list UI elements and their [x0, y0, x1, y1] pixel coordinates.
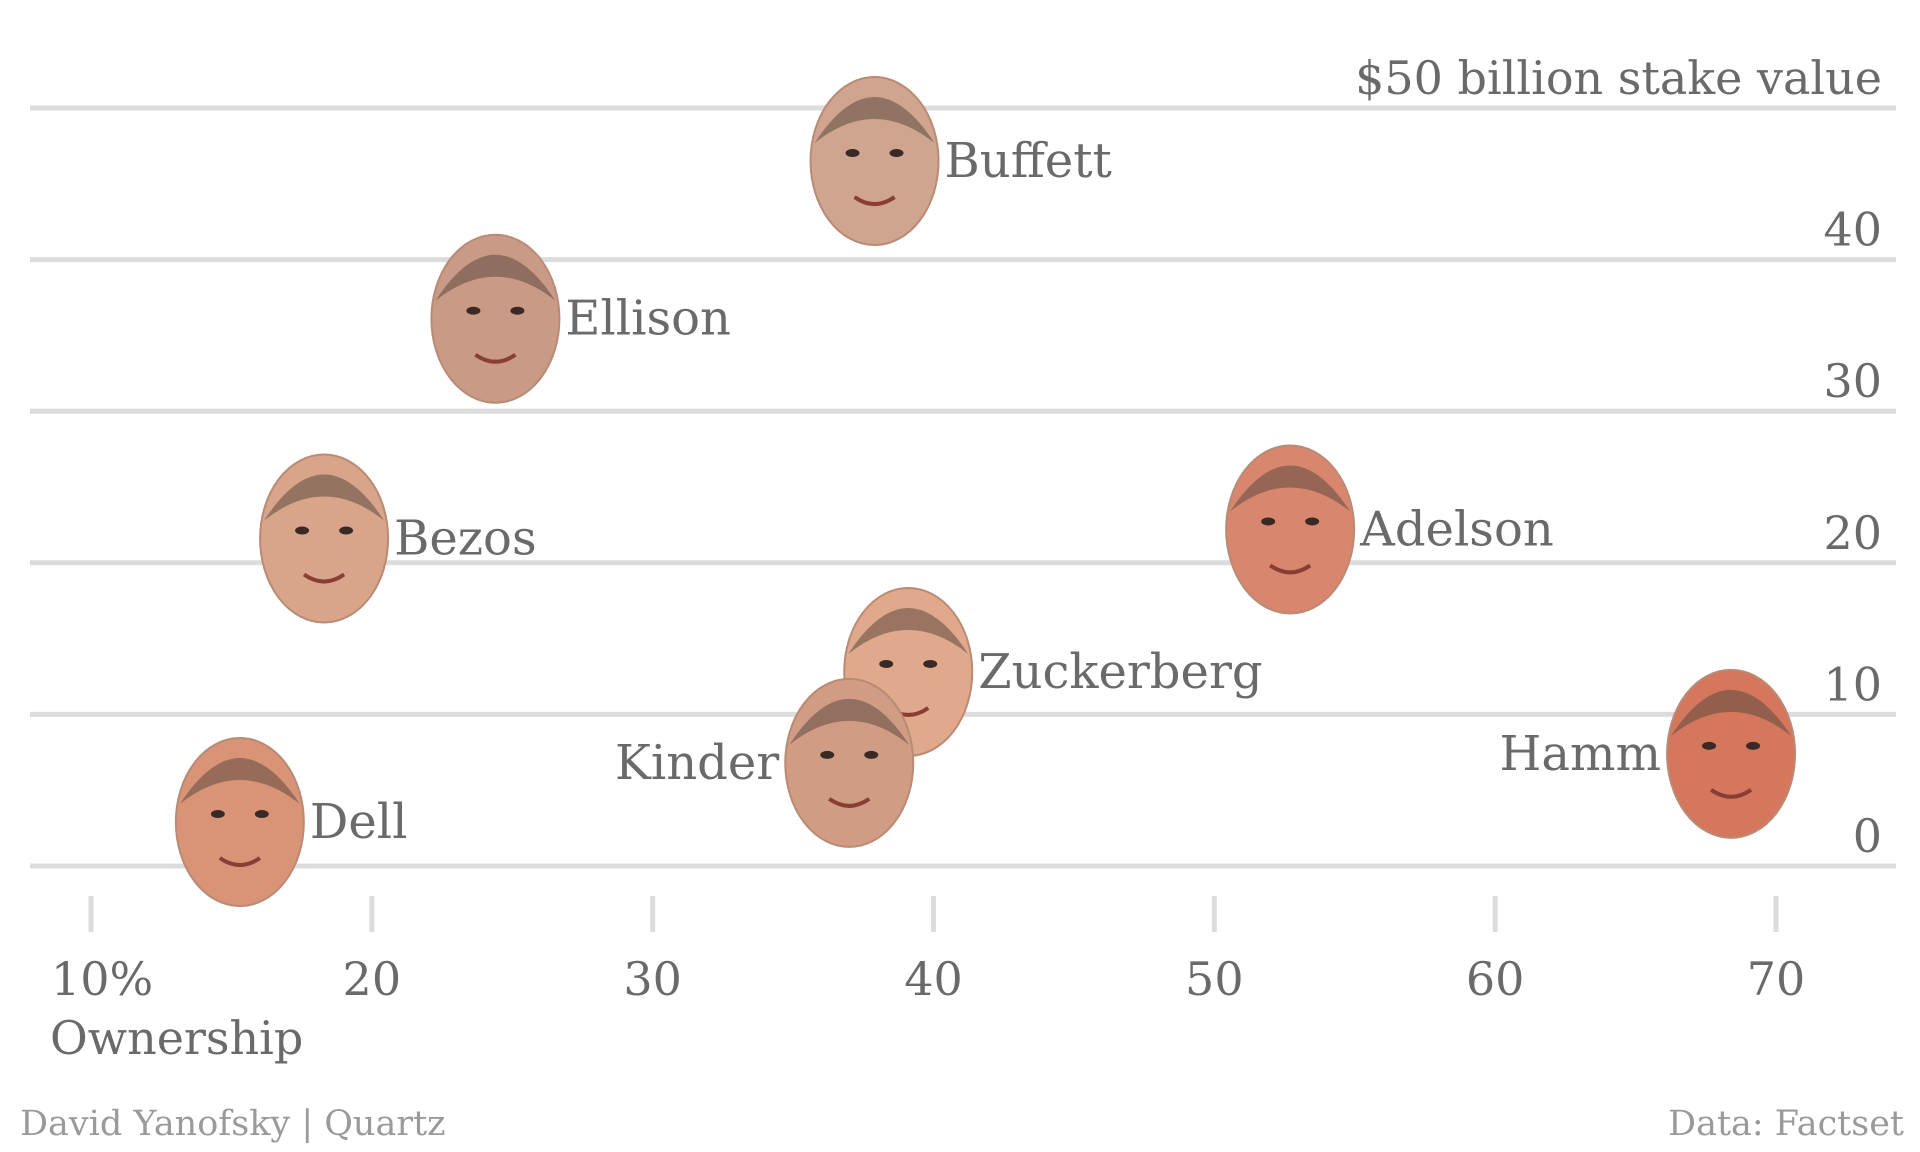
data-point-ellison: Ellison	[430, 233, 731, 404]
y-tick-label: 10	[1823, 657, 1882, 711]
y-tick-label: 30	[1823, 354, 1882, 408]
point-label-adelson: Adelson	[1359, 501, 1554, 557]
eye-shape	[295, 526, 310, 535]
mouth-shape	[302, 572, 346, 584]
hair-shape	[1230, 465, 1351, 512]
y-tick-label: 20	[1823, 506, 1882, 560]
y-axis-tick-labels: 0 10 20 30 40 $50 billion stake value	[1355, 51, 1882, 863]
data-point-adelson: Adelson	[1225, 444, 1554, 615]
point-label-bezos: Bezos	[394, 511, 537, 567]
point-label-buffett: Buffett	[945, 133, 1112, 189]
eye-shape	[889, 149, 904, 158]
point-label-dell: Dell	[310, 794, 408, 850]
data-point-kinder: Kinder	[615, 677, 915, 848]
hair-shape	[814, 97, 935, 144]
point-label-hamm: Hamm	[1500, 726, 1662, 782]
eye-shape	[1702, 741, 1717, 750]
point-label-kinder: Kinder	[615, 735, 779, 791]
x-axis-title: Ownership	[50, 1011, 303, 1065]
x-axis: 10% 20 30 40 50 60 70	[51, 896, 1805, 1006]
eye-shape	[510, 306, 525, 315]
x-tick-label: 30	[623, 952, 682, 1006]
data-point-dell: Dell	[174, 737, 408, 908]
eye-shape	[864, 750, 879, 759]
eye-shape	[879, 659, 894, 668]
hair-shape	[179, 758, 300, 805]
point-label-zuckerberg: Zuckerberg	[978, 644, 1262, 700]
credit-source: Data: Factset	[1668, 1104, 1904, 1144]
data-points: Buffett Ellison Bezos Adelson Zuckerberg Kind…	[174, 76, 1797, 908]
mouth-shape	[828, 797, 871, 808]
hair-shape	[264, 474, 385, 521]
credit-author: David Yanofsky | Quartz	[20, 1104, 446, 1144]
x-tick-label: 10%	[51, 952, 153, 1006]
hair-shape	[435, 254, 556, 301]
x-tick-label: 40	[904, 952, 963, 1006]
hair-shape	[789, 698, 910, 745]
eye-shape	[339, 526, 354, 535]
data-point-bezos: Bezos	[259, 453, 537, 624]
eye-shape	[254, 810, 269, 819]
x-tick-label: 60	[1466, 952, 1525, 1006]
eye-shape	[1305, 517, 1320, 526]
hair-shape	[1671, 689, 1792, 736]
eye-shape	[210, 810, 225, 819]
y-tick-label: 40	[1823, 203, 1882, 257]
mouth-shape	[218, 856, 261, 868]
eye-shape	[923, 659, 938, 668]
mouth-shape	[853, 195, 896, 207]
x-tick-label: 20	[343, 952, 402, 1006]
y-tick-label: 0	[1853, 809, 1882, 863]
eye-shape	[1261, 517, 1276, 526]
eye-shape	[466, 306, 481, 315]
mouth-shape	[1709, 788, 1753, 799]
data-point-hamm: Hamm	[1500, 668, 1797, 839]
y-tick-label: $50 billion stake value	[1355, 51, 1882, 105]
eye-shape	[845, 149, 860, 158]
eye-shape	[820, 750, 835, 759]
x-tick-label: 70	[1747, 952, 1806, 1006]
point-label-ellison: Ellison	[565, 291, 731, 347]
data-point-buffett: Buffett	[809, 76, 1112, 247]
mouth-shape	[474, 353, 517, 364]
hair-shape	[848, 607, 969, 654]
x-tick-label: 50	[1185, 952, 1244, 1006]
eye-shape	[1746, 741, 1761, 750]
mouth-shape	[1269, 563, 1312, 575]
